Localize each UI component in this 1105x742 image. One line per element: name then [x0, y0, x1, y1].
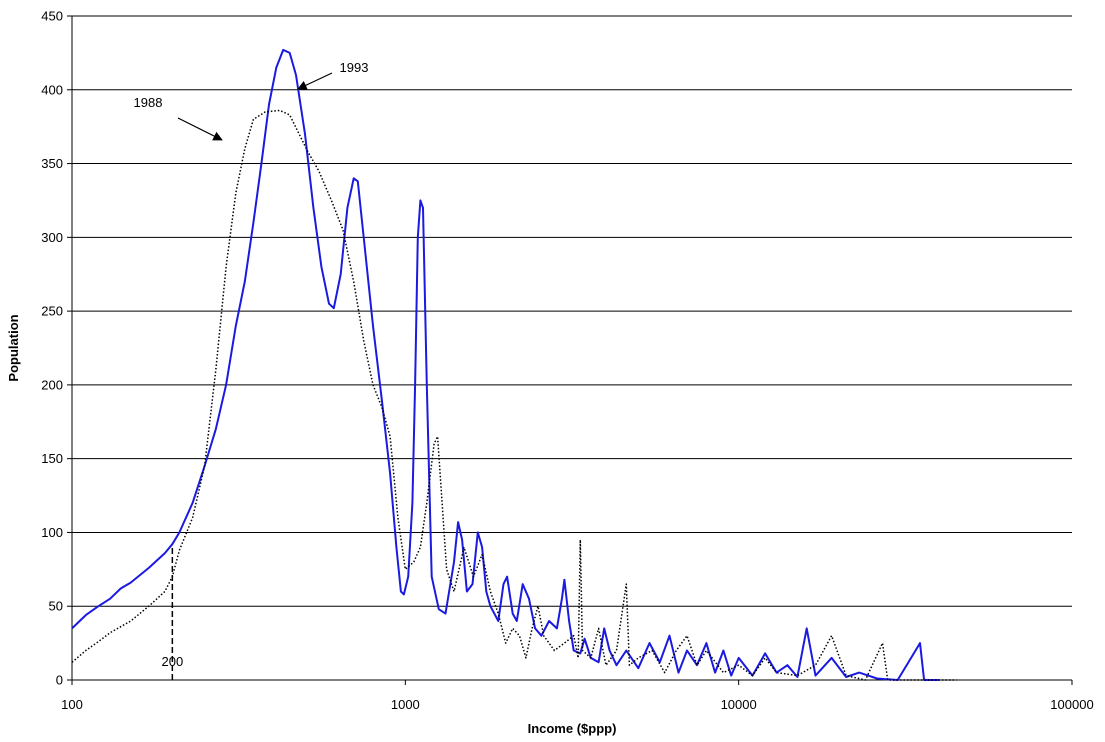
y-axis-title: Population — [6, 314, 21, 381]
annotation-arrow — [177, 117, 223, 141]
y-tick-label: 250 — [41, 304, 63, 319]
x-axis-title: Income ($ppp) — [528, 721, 617, 736]
x-tick-label: 10000 — [721, 697, 757, 712]
x-tick-label: 1000 — [391, 697, 420, 712]
annotation: 1993 — [340, 60, 369, 75]
y-tick-label: 0 — [56, 673, 63, 688]
y-tick-label: 300 — [41, 230, 63, 245]
annotation-arrow — [297, 72, 333, 90]
y-tick-label: 150 — [41, 451, 63, 466]
y-tick-label: 350 — [41, 156, 63, 171]
reference-label: 200 — [161, 654, 183, 669]
y-tick-label: 50 — [49, 599, 63, 614]
series-line — [71, 109, 957, 681]
y-tick-label: 200 — [41, 377, 63, 392]
y-tick-label: 450 — [41, 9, 63, 24]
x-tick-label: 100000 — [1050, 697, 1093, 712]
y-tick-label: 400 — [41, 82, 63, 97]
y-tick-label: 100 — [41, 525, 63, 540]
annotation: 1988 — [134, 95, 163, 110]
x-tick-label: 100 — [61, 697, 83, 712]
series-line — [71, 48, 940, 681]
